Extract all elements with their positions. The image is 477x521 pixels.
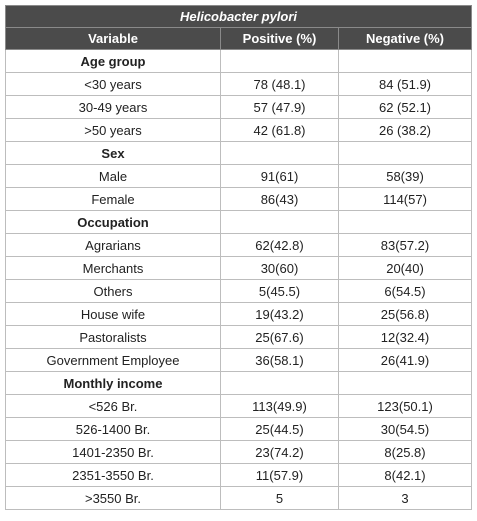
row-label: Pastoralists [5, 325, 221, 349]
title-row: Helicobacter pylori [4, 5, 473, 28]
cell: 25(44.5) [220, 417, 339, 441]
empty-cell [337, 371, 473, 395]
data-row: Agrarians 62(42.8) 83(57.2) [5, 233, 473, 257]
column-header: Positive (%) [220, 27, 339, 50]
row-label: Female [5, 187, 221, 211]
row-label: Others [5, 279, 221, 303]
cell: 62(42.8) [220, 233, 339, 257]
data-row: 526-1400 Br. 25(44.5) 30(54.5) [5, 417, 473, 441]
row-label: <30 years [5, 72, 221, 96]
row-label: >50 years [5, 118, 221, 142]
column-header: Negative (%) [337, 27, 473, 50]
empty-cell [220, 49, 339, 73]
cell: 42 (61.8) [220, 118, 339, 142]
section-row: Age group [5, 49, 473, 73]
cell: 113(49.9) [220, 394, 339, 418]
section-label: Monthly income [5, 371, 221, 395]
cell: 30(54.5) [337, 417, 473, 441]
cell: 123(50.1) [337, 394, 473, 418]
cell: 25(67.6) [220, 325, 339, 349]
cell: 19(43.2) [220, 302, 339, 326]
cell: 84 (51.9) [337, 72, 473, 96]
row-label: 1401-2350 Br. [5, 440, 221, 464]
cell: 86(43) [220, 187, 339, 211]
data-row: Pastoralists 25(67.6) 12(32.4) [5, 325, 473, 349]
data-row: >50 years 42 (61.8) 26 (38.2) [5, 118, 473, 142]
cell: 23(74.2) [220, 440, 339, 464]
empty-cell [337, 49, 473, 73]
data-row: Female 86(43) 114(57) [5, 187, 473, 211]
cell: 12(32.4) [337, 325, 473, 349]
cell: 91(61) [220, 164, 339, 188]
table-body: Age group <30 years 78 (48.1) 84 (51.9) 30-4… [5, 49, 473, 510]
data-row: >3550 Br. 5 3 [5, 486, 473, 510]
cell: 62 (52.1) [337, 95, 473, 119]
cell: 114(57) [337, 187, 473, 211]
row-label: Government Employee [5, 348, 221, 372]
cell: 20(40) [337, 256, 473, 280]
empty-cell [220, 371, 339, 395]
cell: 78 (48.1) [220, 72, 339, 96]
cell: 26(41.9) [337, 348, 473, 372]
data-row: <526 Br. 113(49.9) 123(50.1) [5, 394, 473, 418]
cell: 6(54.5) [337, 279, 473, 303]
empty-cell [337, 141, 473, 165]
row-label: 526-1400 Br. [5, 417, 221, 441]
cell: 30(60) [220, 256, 339, 280]
data-row: Government Employee 36(58.1) 26(41.9) [5, 348, 473, 372]
row-label: 2351-3550 Br. [5, 463, 221, 487]
cell: 25(56.8) [337, 302, 473, 326]
row-label: Merchants [5, 256, 221, 280]
row-label: >3550 Br. [5, 486, 221, 510]
cell: 3 [337, 486, 473, 510]
section-row: Sex [5, 141, 473, 165]
data-row: 30-49 years 57 (47.9) 62 (52.1) [5, 95, 473, 119]
row-label: <526 Br. [5, 394, 221, 418]
data-row: Merchants 30(60) 20(40) [5, 256, 473, 280]
row-label: 30-49 years [5, 95, 221, 119]
cell: 83(57.2) [337, 233, 473, 257]
cell: 57 (47.9) [220, 95, 339, 119]
data-row: 1401-2350 Br. 23(74.2) 8(25.8) [5, 440, 473, 464]
row-label: Male [5, 164, 221, 188]
cell: 5 [220, 486, 339, 510]
data-row: 2351-3550 Br. 11(57.9) 8(42.1) [5, 463, 473, 487]
table-title: Helicobacter pylori [4, 5, 473, 28]
column-header: Variable [5, 27, 221, 50]
header-row: Variable Positive (%) Negative (%) [5, 27, 473, 50]
data-row: <30 years 78 (48.1) 84 (51.9) [5, 72, 473, 96]
empty-cell [337, 210, 473, 234]
section-label: Sex [5, 141, 221, 165]
row-label: House wife [5, 302, 221, 326]
data-row: Male 91(61) 58(39) [5, 164, 473, 188]
section-label: Age group [5, 49, 221, 73]
section-row: Occupation [5, 210, 473, 234]
data-row: House wife 19(43.2) 25(56.8) [5, 302, 473, 326]
empty-cell [220, 141, 339, 165]
cell: 5(45.5) [220, 279, 339, 303]
cell: 8(25.8) [337, 440, 473, 464]
cell: 36(58.1) [220, 348, 339, 372]
cell: 8(42.1) [337, 463, 473, 487]
row-label: Agrarians [5, 233, 221, 257]
section-label: Occupation [5, 210, 221, 234]
cell: 26 (38.2) [337, 118, 473, 142]
section-row: Monthly income [5, 371, 473, 395]
cell: 58(39) [337, 164, 473, 188]
cell: 11(57.9) [220, 463, 339, 487]
data-table: Helicobacter pylori Variable Positive (%… [4, 5, 473, 510]
empty-cell [220, 210, 339, 234]
data-row: Others 5(45.5) 6(54.5) [5, 279, 473, 303]
